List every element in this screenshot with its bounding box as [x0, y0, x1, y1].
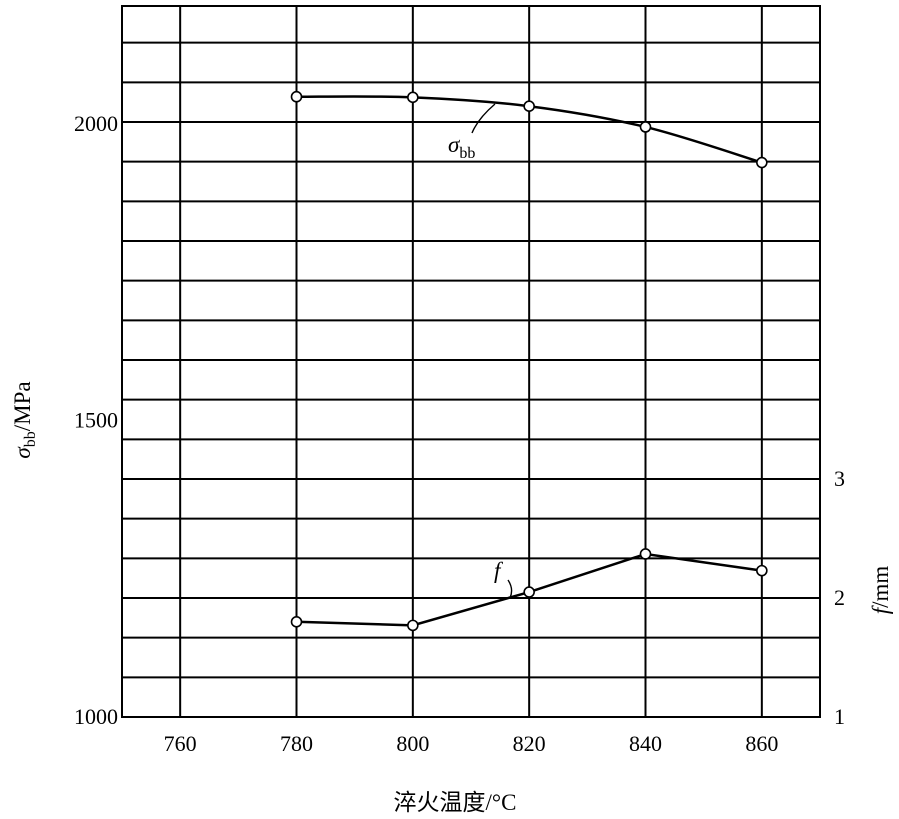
leader-line	[507, 579, 513, 599]
data-point	[407, 619, 419, 632]
x-tick-label: 800	[396, 731, 429, 756]
left-y-tick-label: 1500	[74, 408, 118, 433]
data-point	[523, 586, 535, 598]
left-y-axis-title: σbb/MPa	[10, 381, 39, 458]
grid	[122, 6, 820, 717]
data-point	[756, 564, 768, 577]
data-point	[639, 548, 652, 560]
x-tick-label: 860	[745, 731, 778, 756]
left-y-axis-unit: /MPa	[10, 381, 35, 431]
right-y-axis-title: f/mm	[868, 566, 893, 615]
series-label-symbol: f	[494, 558, 504, 583]
plot-frame	[121, 5, 821, 718]
data-point	[523, 100, 535, 113]
x-tick-label: 760	[164, 731, 197, 756]
series-label: f	[494, 558, 504, 583]
series-group: σbb f	[290, 90, 768, 632]
right-y-axis-symbol: f	[868, 604, 893, 614]
data-point	[290, 615, 303, 628]
series-1: f	[290, 548, 768, 632]
right-y-tick-label: 2	[834, 585, 845, 610]
series-label: σbb	[448, 132, 475, 162]
series-label-symbol: σ	[448, 132, 461, 157]
data-point	[290, 90, 303, 103]
series-0: σbb	[290, 90, 768, 169]
left-y-axis-symbol: σ	[10, 446, 35, 459]
data-point	[639, 121, 652, 133]
left-y-tick-label: 1000	[74, 704, 118, 729]
x-tick-label: 780	[280, 731, 313, 756]
right-y-tick-label: 1	[834, 704, 845, 729]
left-y-tick-label: 2000	[74, 111, 118, 136]
right-y-axis-unit: /mm	[868, 566, 893, 608]
right-y-tick-label: 3	[834, 466, 845, 491]
left-y-axis-subscript: bb	[22, 431, 39, 447]
x-axis-title: 淬火温度/°C	[394, 790, 517, 815]
leader-line	[471, 103, 496, 134]
data-point	[756, 156, 768, 169]
x-tick-label: 820	[513, 731, 546, 756]
series-label-subscript: bb	[459, 145, 475, 162]
tick-labels: 760 780 800 820 840 860 1000 1500 2000 1 2 3	[74, 111, 845, 756]
x-tick-label: 840	[629, 731, 662, 756]
data-point	[407, 91, 419, 104]
